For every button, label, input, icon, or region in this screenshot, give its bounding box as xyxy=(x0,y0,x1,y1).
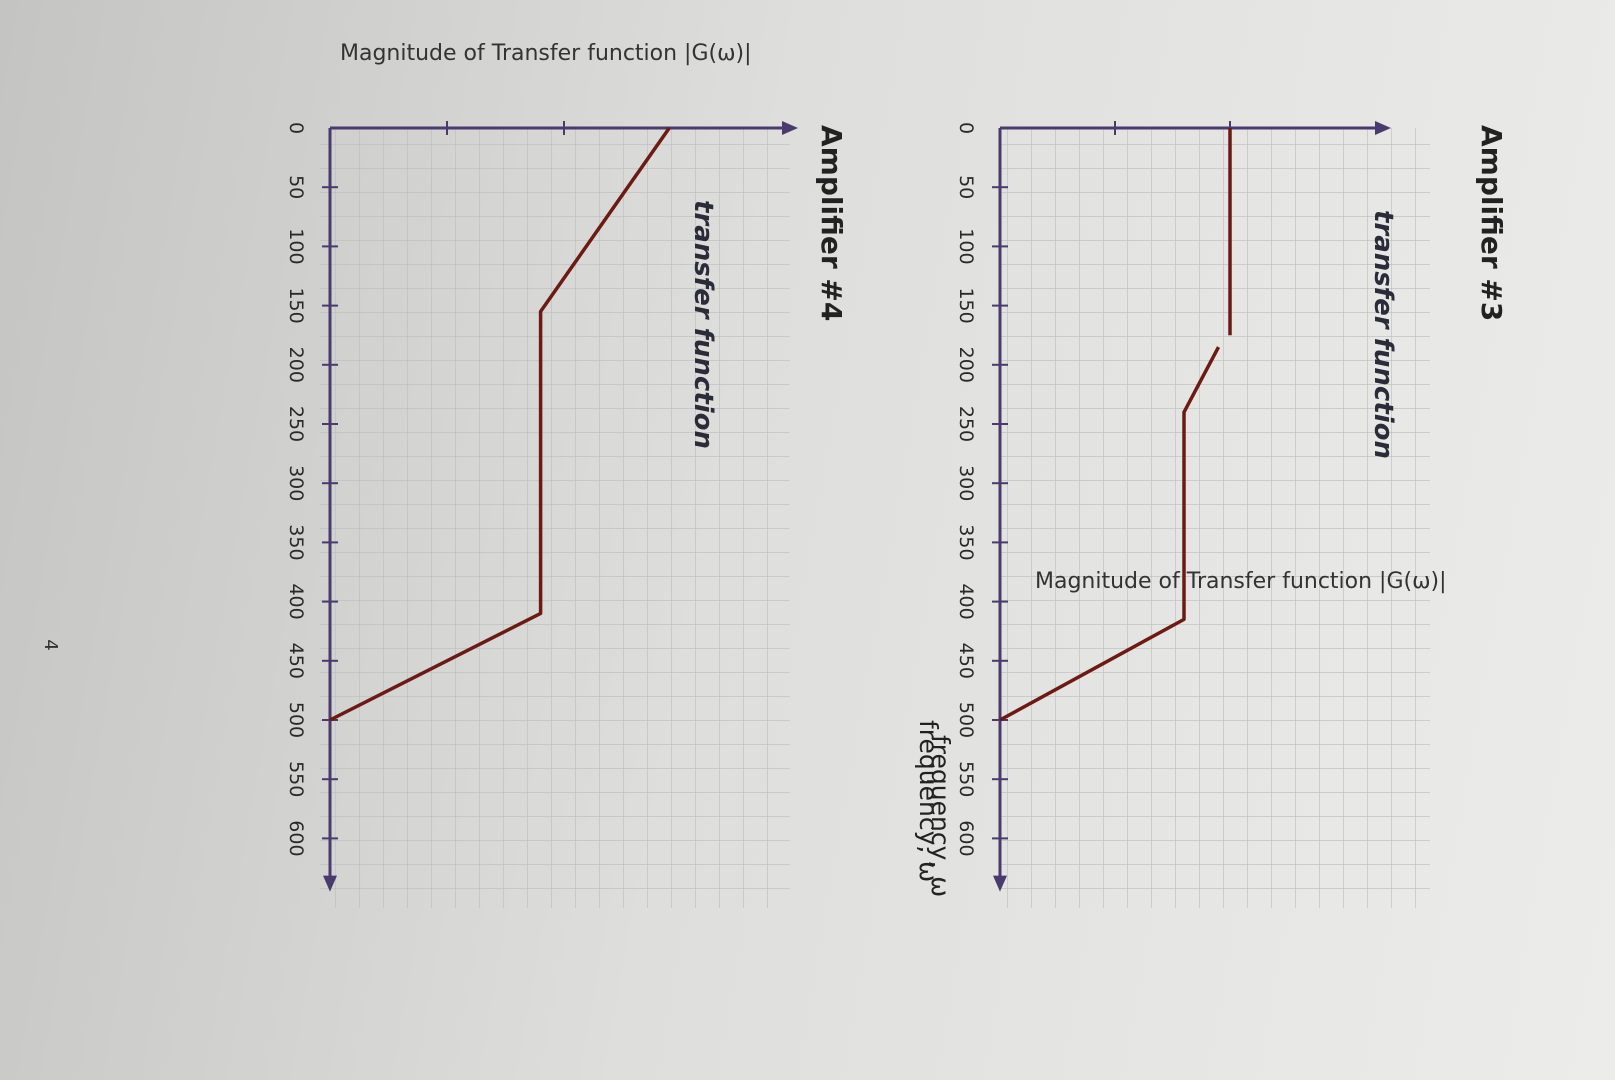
x-axis-arrow xyxy=(323,875,337,892)
transfer-function-segment xyxy=(329,126,671,722)
page-number: 4 xyxy=(40,639,61,650)
x-tick-label: 150 xyxy=(955,287,977,323)
chart-title-amplifier-4: Amplifier #4 xyxy=(815,125,848,321)
x-tick-label: 250 xyxy=(955,406,977,442)
chart-title-amplifier-3: Amplifier #3 xyxy=(1475,125,1508,321)
rotated-page: Amplifier #3 transfer function frequency… xyxy=(40,41,1508,908)
x-tick-label: 200 xyxy=(955,347,977,383)
x-tick-label: 300 xyxy=(285,465,307,501)
x-tick-label: 450 xyxy=(955,643,977,679)
axes-amplifier-4 xyxy=(322,121,798,892)
x-tick-label: 400 xyxy=(285,583,307,619)
x-tick-label: 50 xyxy=(955,175,977,199)
legend-label-amplifier-3: transfer function xyxy=(1368,210,1398,459)
x-tick-label: 100 xyxy=(955,228,977,264)
x-tick-label: 100 xyxy=(285,228,307,264)
x-tick-label: 550 xyxy=(955,761,977,797)
x-tick-label: 150 xyxy=(285,287,307,323)
y-axis-arrow xyxy=(782,121,798,135)
x-tick-label: 300 xyxy=(955,465,977,501)
x-axis-arrow xyxy=(993,875,1007,892)
x-tick-label: 0 xyxy=(285,122,307,134)
ylabel-amplifier-3: Magnitude of Transfer function |G(ω)| xyxy=(1035,569,1447,594)
legend-label-amplifier-4: transfer function xyxy=(688,200,718,449)
tick-labels-amplifier-3: 0 50 100 150 200 250 300 350 400 450 500 550 600 xyxy=(955,122,977,857)
x-tick-label: 350 xyxy=(285,524,307,560)
grid-amplifier-4 xyxy=(320,128,790,908)
x-tick-label: 450 xyxy=(285,643,307,679)
x-tick-label: 600 xyxy=(955,820,977,856)
chart-amplifier-3: Amplifier #3 transfer function frequency… xyxy=(914,121,1508,908)
xlabel-amplifier-4: frequency, ω xyxy=(926,735,955,897)
xlabel-amplifier-3: frequency, ω xyxy=(914,720,943,882)
grid-amplifier-3 xyxy=(1000,128,1430,908)
x-tick-label: 500 xyxy=(285,702,307,738)
chart-amplifier-4: Amplifier #4 transfer function frequency… xyxy=(285,41,955,908)
curve-amplifier-3 xyxy=(999,128,1232,722)
x-tick-label: 350 xyxy=(955,524,977,560)
axes-amplifier-3 xyxy=(992,121,1391,892)
x-tick-label: 200 xyxy=(285,347,307,383)
x-tick-label: 250 xyxy=(285,406,307,442)
x-tick-label: 600 xyxy=(285,820,307,856)
transfer-function-segment xyxy=(999,346,1221,722)
x-tick-label: 0 xyxy=(955,122,977,134)
x-tick-label: 550 xyxy=(285,761,307,797)
curve-amplifier-4 xyxy=(329,126,671,722)
x-tick-label: 50 xyxy=(285,175,307,199)
x-tick-label: 400 xyxy=(955,583,977,619)
ylabel-amplifier-4: Magnitude of Transfer function |G(ω)| xyxy=(340,41,752,66)
y-axis-arrow xyxy=(1375,121,1391,135)
x-tick-label: 500 xyxy=(955,702,977,738)
tick-labels-amplifier-4: 0 50 100 150 200 250 300 350 400 450 500 550 600 xyxy=(285,122,307,857)
